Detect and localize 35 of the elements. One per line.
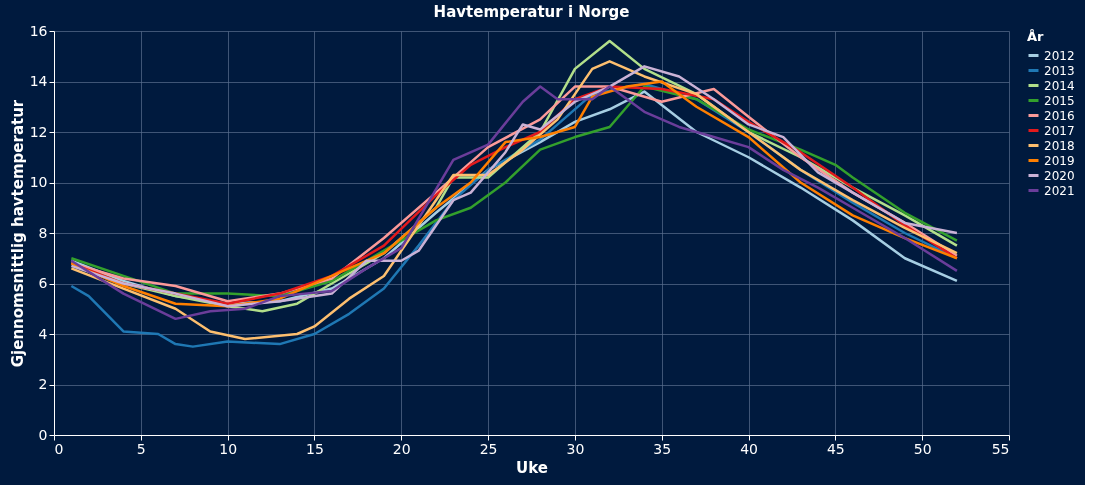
legend-label: 2018 — [1044, 138, 1075, 153]
legend-label: 2016 — [1044, 108, 1075, 123]
x-tick-label: 25 — [479, 440, 498, 457]
y-tick-label: 14 — [29, 73, 48, 89]
x-axis-title: Uke — [516, 458, 548, 477]
y-tick-label: 0 — [38, 426, 48, 443]
x-tick-label: 5 — [136, 440, 146, 457]
legend-label: 2020 — [1044, 168, 1075, 183]
x-tick-label: 35 — [653, 440, 672, 457]
x-tick-label: 50 — [913, 440, 932, 457]
y-tick-label: 12 — [29, 123, 48, 140]
x-tick-label: 10 — [219, 440, 238, 457]
x-tick-label: 15 — [306, 440, 324, 457]
y-tick-label: 16 — [29, 22, 48, 39]
legend-label: 2017 — [1044, 123, 1075, 138]
y-tick-label: 2 — [38, 376, 48, 392]
legend-title: År — [1027, 29, 1045, 44]
y-axis-title: Gjennomsnittlig havtemperatur — [8, 99, 27, 368]
x-tick-label: 30 — [566, 440, 585, 457]
y-tick-label: 10 — [29, 174, 48, 190]
legend-label: 2015 — [1044, 93, 1075, 108]
chart-title: Havtemperatur i Norge — [433, 3, 630, 21]
y-tick-label: 8 — [38, 224, 48, 241]
x-tick-label: 20 — [392, 440, 411, 457]
legend-label: 2021 — [1044, 183, 1075, 198]
x-tick-label: 55 — [991, 440, 1010, 457]
x-tick-label: 45 — [826, 440, 845, 457]
legend-label: 2013 — [1044, 63, 1075, 78]
x-tick-label: 0 — [54, 440, 64, 457]
x-tick-label: 40 — [740, 440, 758, 457]
legend-label: 2019 — [1044, 153, 1075, 168]
legend-label: 2014 — [1044, 78, 1075, 93]
y-tick-label: 4 — [38, 325, 48, 342]
y-tick-label: 6 — [38, 275, 48, 291]
legend-label: 2012 — [1044, 48, 1075, 63]
